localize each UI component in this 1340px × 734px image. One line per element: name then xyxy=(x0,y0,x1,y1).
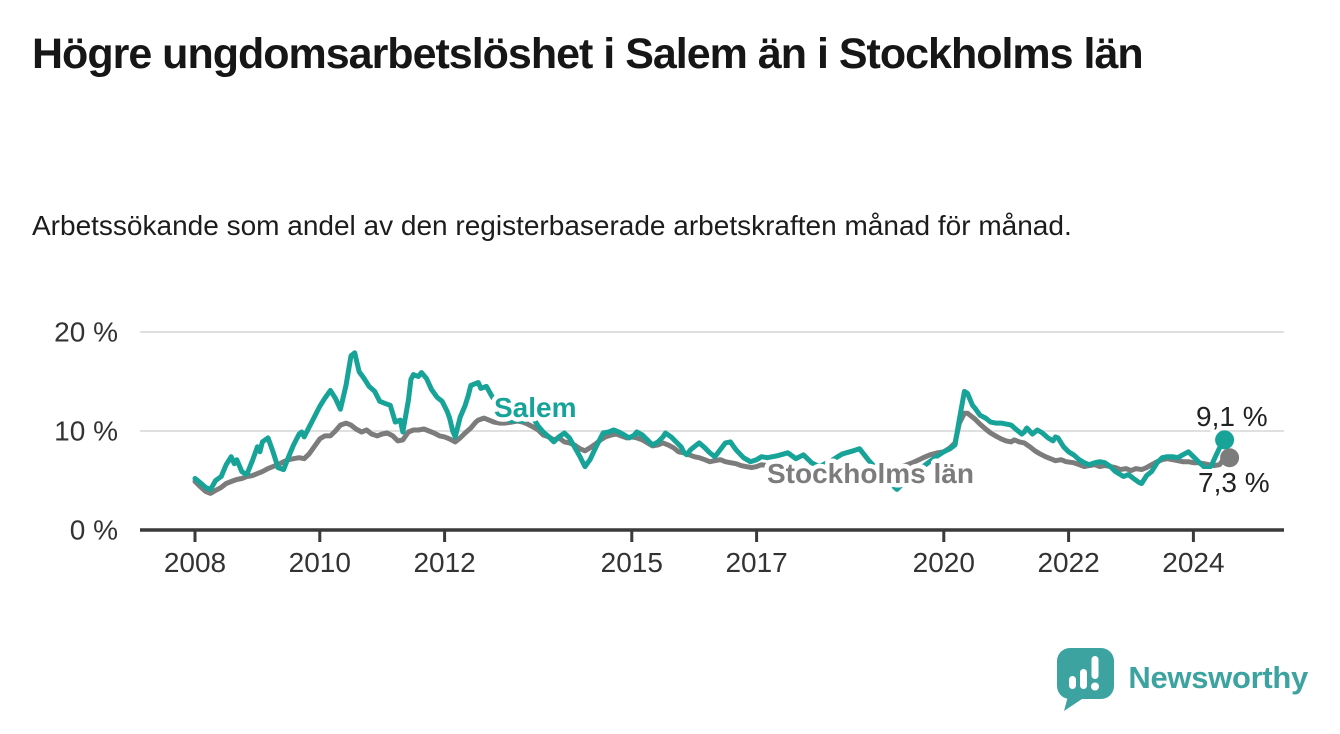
x-tick-label: 2022 xyxy=(1037,547,1099,578)
x-tick-label: 2017 xyxy=(725,547,787,578)
x-tick-label: 2024 xyxy=(1162,547,1224,578)
x-tick-label: 2008 xyxy=(164,547,226,578)
end-value-label-salem: 9,1 % xyxy=(1196,401,1268,432)
speech-bubble-bar-chart-icon xyxy=(1057,648,1115,711)
series-line-stockholms-län xyxy=(192,410,1228,496)
brand-name: Newsworthy xyxy=(1128,660,1308,695)
series-line-salem xyxy=(192,350,1228,492)
x-tick-label: 2012 xyxy=(413,547,475,578)
y-tick-label: 10 % xyxy=(54,416,118,447)
chart-subtitle: Arbetssökande som andel av den registerb… xyxy=(32,210,1072,241)
x-tick-label: 2010 xyxy=(289,547,351,578)
series-label-stockholms-län: Stockholms län xyxy=(767,458,974,489)
newsworthy-logo: Newsworthy xyxy=(1053,644,1308,712)
end-value-label-stockholms-län: 7,3 % xyxy=(1198,467,1270,498)
series-label-salem: Salem xyxy=(494,392,577,423)
y-tick-label: 0 % xyxy=(70,515,118,546)
end-dot-salem xyxy=(1215,430,1235,450)
y-tick-label: 20 % xyxy=(54,317,118,348)
x-tick-label: 2015 xyxy=(601,547,663,578)
end-dot-stockholms-län xyxy=(1220,448,1240,468)
page-title: Högre ungdomsarbetslöshet i Salem än i S… xyxy=(32,30,1144,78)
x-tick-label: 2020 xyxy=(913,547,975,578)
